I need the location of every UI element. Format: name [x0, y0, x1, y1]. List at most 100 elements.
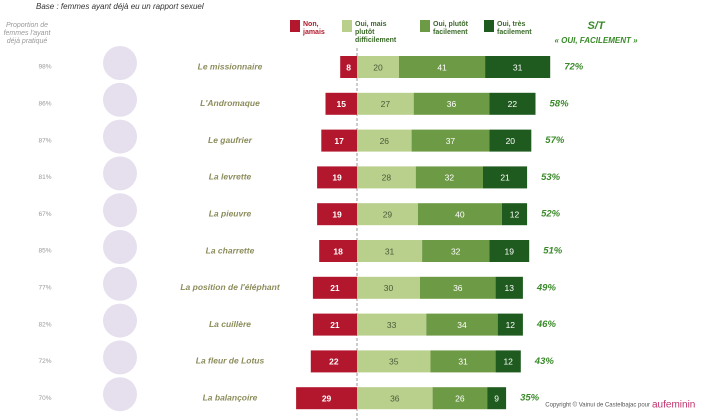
segment-label: 21	[330, 320, 340, 330]
segment-label: 12	[506, 320, 516, 330]
bar-segment	[357, 313, 427, 336]
subtotal-value: 46%	[536, 319, 557, 330]
category-label: Le gaufrier	[208, 135, 253, 145]
bar-segment	[340, 56, 357, 78]
segment-label: 20	[506, 136, 516, 146]
legend-label: Oui, plutôt facilement	[433, 21, 468, 36]
bar-segment	[417, 203, 502, 226]
copyright: Copyright © Vainui de Castelbajac pour	[545, 402, 650, 409]
category-label: Le missionnaire	[198, 61, 263, 71]
subtotal-value: 72%	[564, 62, 584, 73]
subtotal-value: 52%	[541, 209, 561, 220]
legend-label: Non, jamais	[303, 21, 325, 36]
bar-segment	[495, 350, 521, 373]
category-label: La position de l'éléphant	[180, 282, 280, 292]
illustration	[103, 230, 137, 264]
bar-segment	[430, 350, 496, 373]
bar-segment	[357, 92, 414, 115]
bar-segment	[357, 276, 420, 299]
practiced-value: 67%	[38, 211, 51, 218]
bar-segment	[357, 203, 418, 226]
illustration	[103, 156, 137, 191]
bar-segment	[485, 56, 551, 78]
segment-label: 9	[494, 393, 499, 403]
segment-label: 31	[385, 246, 395, 256]
illustration	[103, 119, 137, 154]
segment-label: 15	[337, 99, 347, 109]
segment-label: 12	[503, 357, 513, 367]
category-label: La charrette	[206, 245, 255, 255]
practiced-value: 86%	[38, 101, 51, 108]
illustration	[103, 46, 137, 80]
subtotal-value: 58%	[550, 98, 570, 109]
bar-segment	[489, 129, 532, 152]
bar-segment	[357, 56, 399, 78]
segment-label: 34	[457, 320, 467, 330]
legend-swatch	[484, 20, 494, 32]
practiced-label: Proportion de femmes l'ayant déjà pratiq…	[3, 22, 51, 45]
subtotal-value: 53%	[541, 172, 561, 183]
segment-label: 21	[330, 283, 340, 293]
category-label: La levrette	[209, 172, 252, 182]
segment-label: 29	[322, 393, 332, 403]
segment-label: 36	[453, 283, 463, 293]
segment-label: 19	[332, 173, 342, 183]
bar-segment	[317, 166, 357, 189]
bar-segment	[357, 387, 433, 410]
practiced-value: 98%	[38, 64, 51, 71]
segment-label: 32	[451, 246, 461, 256]
practiced-value: 87%	[38, 137, 51, 144]
bar-segment	[487, 387, 507, 410]
segment-label: 21	[500, 173, 510, 183]
bar-segment	[422, 240, 490, 262]
segment-label: 31	[458, 357, 468, 367]
segment-label: 8	[346, 62, 351, 72]
bar-segment	[399, 56, 486, 78]
legend-swatch	[420, 20, 430, 32]
illustration	[103, 193, 137, 228]
bar-segment	[357, 350, 431, 373]
subtotal-value: 49%	[536, 282, 557, 293]
category-label: La fleur de Lotus	[196, 356, 265, 366]
bar-segment	[413, 92, 490, 115]
subtotal-value: 35%	[520, 393, 540, 404]
category-label: La pieuvre	[209, 208, 252, 218]
bar-segment	[415, 166, 483, 189]
segment-label: 32	[445, 173, 455, 183]
subtotal-value: 43%	[534, 356, 555, 367]
bar-segment	[312, 276, 357, 299]
segment-label: 40	[455, 209, 465, 219]
bar-segment	[317, 203, 357, 226]
segment-label: 19	[505, 246, 515, 256]
legend-label: Oui, très facilement	[497, 21, 532, 36]
bar-segment	[357, 129, 412, 152]
bar-segment	[426, 313, 498, 336]
subtotal-subtitle: « OUI, FACILEMENT »	[554, 36, 638, 45]
practiced-value: 77%	[38, 285, 51, 292]
segment-label: 20	[373, 62, 383, 72]
segment-label: 37	[446, 136, 456, 146]
illustration	[103, 266, 137, 301]
bar-segment	[420, 276, 496, 299]
illustration	[103, 82, 137, 117]
segment-label: 36	[447, 99, 457, 109]
segment-label: 19	[332, 209, 342, 219]
segment-label: 18	[333, 246, 343, 256]
bar-segment	[489, 92, 536, 115]
bar-segment	[357, 166, 416, 189]
segment-label: 22	[508, 99, 518, 109]
bar-segment	[489, 240, 530, 262]
subtitle: Base : femmes ayant déjà eu un rapport s…	[36, 2, 204, 11]
category-label: L'Andromaque	[200, 98, 260, 108]
bar-segment	[495, 276, 523, 299]
segment-label: 35	[389, 357, 399, 367]
segment-label: 30	[384, 283, 394, 293]
subtotal-title: S/T	[587, 20, 605, 32]
bar-segment	[411, 129, 490, 152]
segment-label: 29	[383, 209, 393, 219]
segment-label: 36	[390, 393, 400, 403]
category-label: La cuillère	[209, 319, 251, 329]
segment-label: 12	[510, 209, 520, 219]
segment-label: 33	[387, 320, 397, 330]
